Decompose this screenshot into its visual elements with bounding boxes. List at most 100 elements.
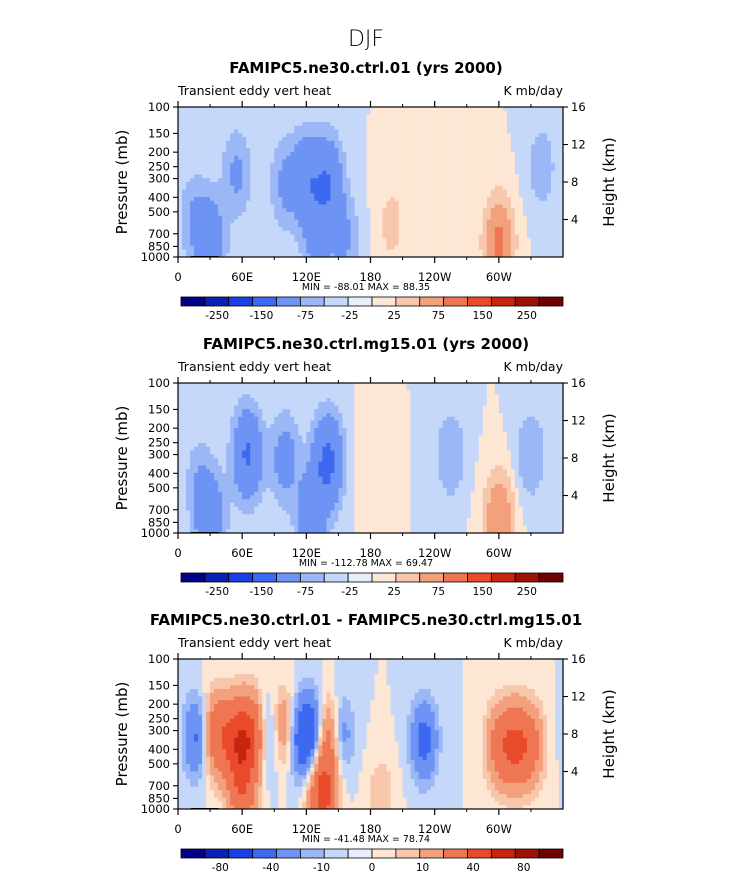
field-cell	[294, 159, 299, 164]
field-cell	[454, 129, 460, 134]
field-cell	[234, 234, 239, 239]
field-cell	[274, 107, 279, 112]
field-cell	[362, 386, 368, 392]
field-cell	[210, 152, 215, 157]
field-cell	[386, 178, 392, 183]
field-cell	[198, 118, 203, 123]
field-cell	[458, 215, 464, 221]
field-cell	[522, 242, 528, 247]
field-cell	[194, 163, 199, 168]
field-cell	[234, 223, 239, 228]
field-cell	[402, 234, 408, 239]
field-cell	[498, 174, 504, 179]
field-cell	[230, 249, 235, 254]
field-cell	[442, 212, 448, 217]
field-cell	[262, 155, 267, 161]
field-cell	[362, 230, 368, 236]
field-cell	[362, 159, 368, 164]
field-cell	[390, 133, 396, 138]
field-cell	[410, 405, 416, 410]
field-cell	[270, 398, 275, 403]
field-cell	[246, 405, 251, 410]
field-cell	[482, 227, 488, 232]
field-cell	[474, 420, 480, 425]
field-cell	[274, 234, 279, 239]
field-cell	[254, 129, 259, 134]
field-cell	[358, 238, 364, 243]
field-cell	[494, 420, 500, 425]
field-cell	[362, 245, 368, 251]
field-cell	[206, 148, 211, 153]
field-cell	[190, 398, 195, 403]
field-cell	[390, 129, 396, 134]
field-cell	[342, 253, 348, 257]
field-cell	[210, 118, 215, 123]
field-cell	[258, 416, 263, 422]
field-cell	[378, 107, 384, 112]
field-cell	[474, 159, 480, 164]
field-cell	[522, 394, 528, 399]
field-cell	[334, 189, 340, 194]
field-cell	[350, 200, 356, 206]
field-cell	[550, 390, 556, 395]
field-cell	[462, 178, 468, 183]
field-cell	[322, 416, 327, 422]
field-cell	[422, 140, 428, 146]
field-cell	[214, 125, 219, 131]
field-cell	[246, 227, 251, 232]
field-cell	[210, 122, 215, 127]
field-cell	[418, 122, 424, 127]
field-cell	[378, 174, 384, 179]
field-cell	[522, 386, 528, 392]
field-cell	[410, 401, 416, 407]
field-cell	[330, 215, 336, 221]
field-cell	[178, 170, 183, 176]
field-cell	[222, 219, 227, 224]
field-cell	[526, 122, 532, 127]
field-cell	[514, 242, 520, 247]
field-cell	[318, 227, 323, 232]
field-cell	[294, 125, 299, 131]
field-cell	[322, 215, 327, 221]
field-cell	[426, 215, 432, 221]
field-cell	[414, 163, 420, 168]
field-cell	[558, 152, 563, 157]
field-cell	[506, 200, 512, 206]
y-right-tick-label: 12	[571, 138, 586, 152]
field-cell	[306, 159, 311, 164]
field-cell	[342, 230, 348, 236]
field-cell	[342, 234, 348, 239]
field-cell	[554, 409, 560, 414]
field-cell	[446, 390, 452, 395]
field-cell	[294, 238, 299, 243]
field-cell	[362, 144, 368, 149]
field-cell	[426, 234, 432, 239]
field-cell	[190, 152, 195, 157]
field-cell	[314, 420, 319, 425]
field-cell	[374, 245, 380, 251]
field-cell	[206, 114, 211, 119]
field-cell	[322, 227, 327, 232]
field-cell	[422, 163, 428, 168]
field-cell	[418, 152, 424, 157]
field-cell	[410, 114, 416, 119]
y-tick-label: 100	[148, 100, 170, 114]
field-cell	[354, 155, 360, 161]
field-cell	[466, 189, 472, 194]
field-cell	[290, 420, 295, 425]
field-cell	[226, 416, 231, 422]
field-cell	[442, 227, 448, 232]
field-cell	[202, 118, 207, 123]
field-cell	[526, 137, 532, 142]
field-cell	[186, 118, 191, 123]
field-cell	[474, 416, 480, 422]
field-cell	[314, 386, 319, 392]
field-cell	[310, 197, 315, 202]
field-cell	[386, 253, 392, 257]
field-cell	[478, 189, 484, 194]
field-cell	[394, 245, 400, 251]
field-cell	[302, 200, 307, 206]
field-cell	[466, 129, 472, 134]
field-cell	[478, 413, 484, 418]
field-cell	[386, 234, 392, 239]
